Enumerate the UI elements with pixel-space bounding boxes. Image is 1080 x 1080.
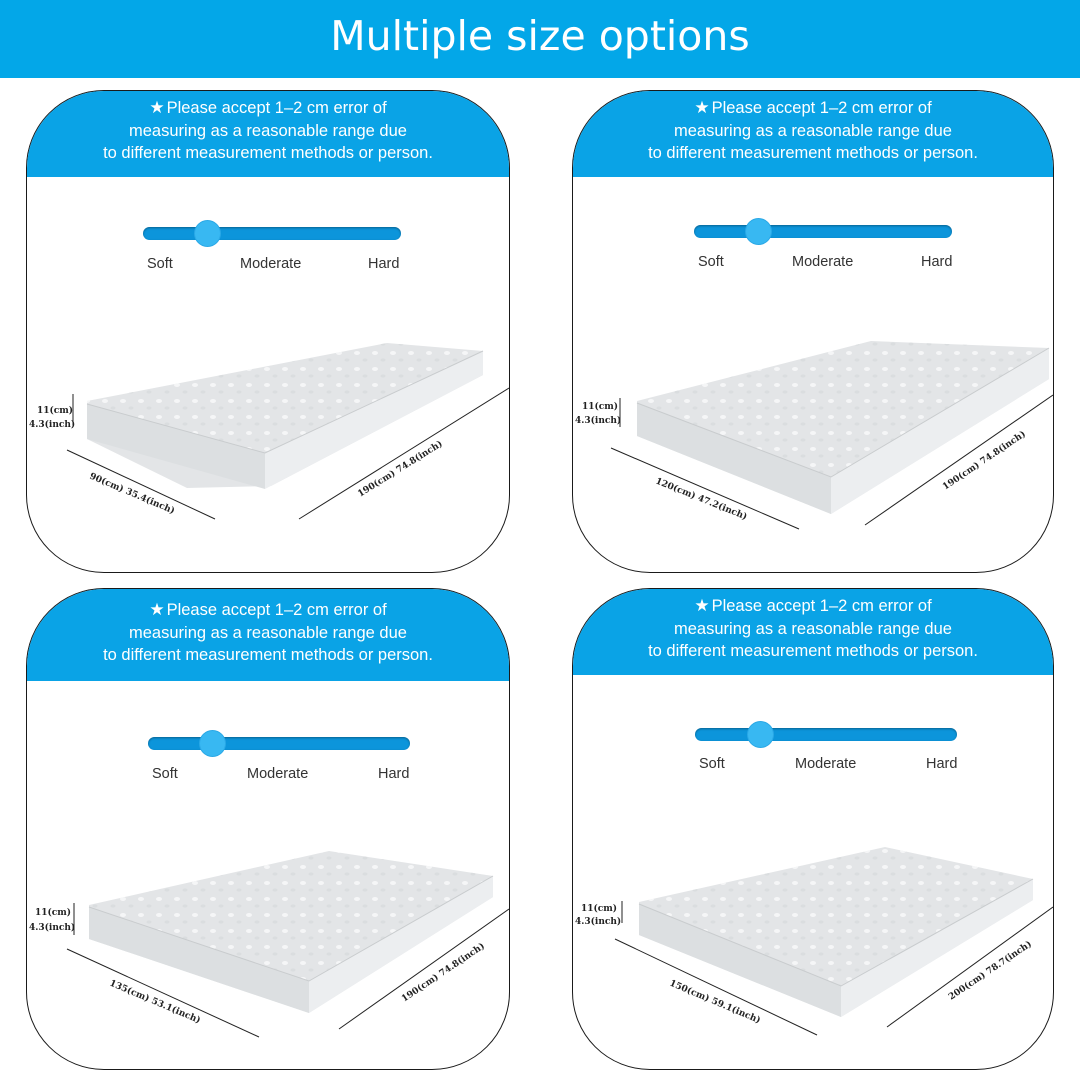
panel-header: ★ Please accept 1–2 cm error of measuring… bbox=[27, 589, 509, 681]
width-label: 120(cm) 47.2(inch) bbox=[654, 476, 749, 523]
height-cm-label: 11(cm) bbox=[582, 401, 618, 412]
label-soft: Soft bbox=[699, 756, 725, 772]
size-panel-3: ★ Please accept 1–2 cm error of measuring… bbox=[26, 588, 510, 1070]
slider-knob bbox=[200, 731, 225, 756]
measurement-note: ★ Please accept 1–2 cm error of measuring… bbox=[103, 98, 433, 162]
panel-header: ★ Please accept 1–2 cm error of measuring… bbox=[573, 91, 1053, 177]
measurement-note: ★ Please accept 1–2 cm error of measuring… bbox=[648, 98, 978, 162]
title-banner: Multiple size options bbox=[0, 0, 1080, 78]
label-soft: Soft bbox=[698, 254, 724, 270]
firmness-slider: Soft Moderate Hard bbox=[573, 589, 1053, 1069]
length-label: 200(cm) 78.7(inch) bbox=[947, 939, 1034, 1003]
size-panel-4: ★ Please accept 1–2 cm error of measuring… bbox=[572, 588, 1054, 1070]
length-label: 190(cm) 74.8(inch) bbox=[400, 941, 487, 1005]
height-cm-label: 11(cm) bbox=[35, 907, 71, 918]
height-cm-label: 11(cm) bbox=[581, 903, 617, 914]
slider-knob bbox=[195, 221, 220, 246]
firmness-slider: Soft Moderate Hard bbox=[573, 91, 1053, 572]
length-label: 190(cm) 74.8(inch) bbox=[356, 438, 445, 499]
label-moderate: Moderate bbox=[240, 256, 302, 272]
height-inch-label: 4.3(inch) bbox=[575, 415, 621, 426]
size-panel-2: ★ Please accept 1–2 cm error of measuring… bbox=[572, 90, 1054, 573]
mattress-illustration: 11(cm) 4.3(inch) 90(cm) 35.4(inch) 190(c… bbox=[29, 343, 509, 520]
label-hard: Hard bbox=[378, 766, 410, 782]
panel-header: ★ Please accept 1–2 cm error of measuring… bbox=[27, 91, 509, 177]
width-label: 90(cm) 35.4(inch) bbox=[88, 471, 177, 517]
height-inch-label: 4.3(inch) bbox=[29, 419, 75, 430]
label-hard: Hard bbox=[921, 254, 953, 270]
measurement-note: ★ Please accept 1–2 cm error of measuring… bbox=[103, 600, 433, 664]
slider-knob bbox=[748, 722, 773, 747]
slider-knob bbox=[746, 219, 771, 244]
firmness-slider: Soft Moderate Hard bbox=[27, 589, 509, 1069]
measurement-note: ★ Please accept 1–2 cm error of measuring… bbox=[648, 596, 978, 660]
mattress-illustration: 11(cm) 4.3(inch) 150(cm) 59.1(inch) 200(… bbox=[575, 847, 1053, 1036]
height-inch-label: 4.3(inch) bbox=[575, 916, 621, 927]
mattress-illustration: 11(cm) 4.3(inch) 120(cm) 47.2(inch) 190(… bbox=[575, 341, 1053, 530]
label-hard: Hard bbox=[368, 256, 400, 272]
label-moderate: Moderate bbox=[792, 254, 854, 270]
label-hard: Hard bbox=[926, 756, 958, 772]
star-icon: ★ bbox=[149, 98, 165, 117]
length-label: 190(cm) 74.8(inch) bbox=[941, 429, 1028, 493]
height-inch-label: 4.3(inch) bbox=[29, 922, 75, 933]
label-soft: Soft bbox=[147, 256, 173, 272]
mattress-illustration: 11(cm) 4.3(inch) 135(cm) 53.1(inch) 190(… bbox=[29, 851, 509, 1038]
label-moderate: Moderate bbox=[795, 756, 857, 772]
star-icon: ★ bbox=[149, 600, 165, 619]
firmness-slider: Soft Moderate Hard bbox=[27, 91, 509, 572]
label-soft: Soft bbox=[152, 766, 178, 782]
panel-header: ★ Please accept 1–2 cm error of measuring… bbox=[573, 589, 1053, 675]
page-title: Multiple size options bbox=[330, 12, 750, 60]
label-moderate: Moderate bbox=[247, 766, 309, 782]
star-icon: ★ bbox=[694, 98, 710, 117]
height-cm-label: 11(cm) bbox=[37, 405, 73, 416]
star-icon: ★ bbox=[694, 596, 710, 615]
width-label: 135(cm) 53.1(inch) bbox=[108, 978, 202, 1026]
size-panel-1: ★ Please accept 1–2 cm error of measuring… bbox=[26, 90, 510, 573]
